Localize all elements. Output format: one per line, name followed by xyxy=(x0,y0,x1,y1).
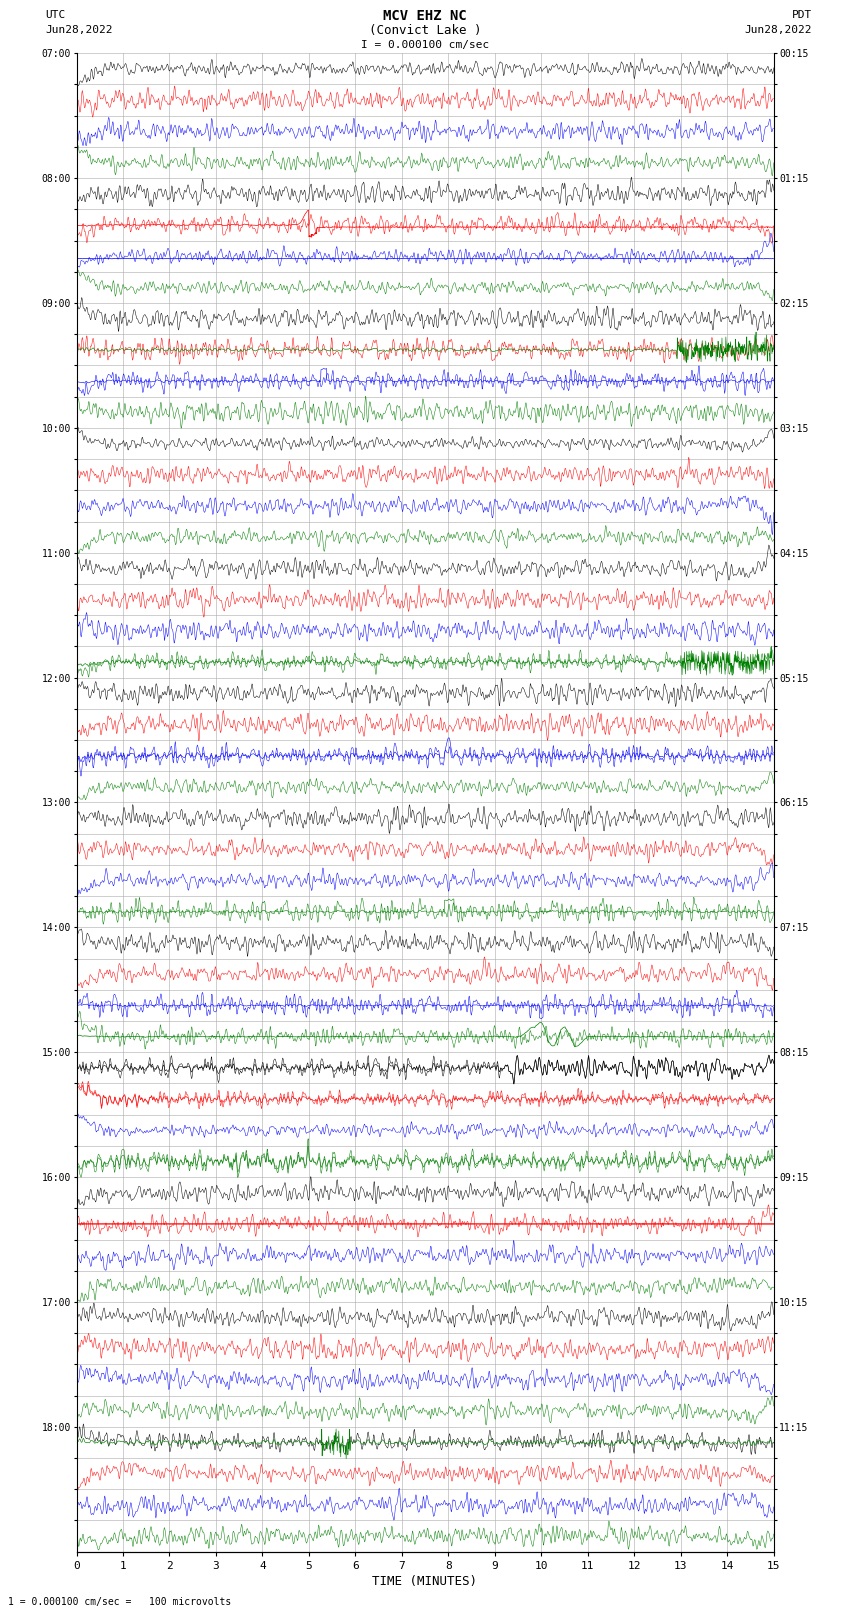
Text: UTC: UTC xyxy=(45,10,65,21)
Text: I = 0.000100 cm/sec: I = 0.000100 cm/sec xyxy=(361,40,489,50)
Text: MCV EHZ NC: MCV EHZ NC xyxy=(383,10,467,23)
Text: (Convict Lake ): (Convict Lake ) xyxy=(369,24,481,37)
Text: Jun28,2022: Jun28,2022 xyxy=(745,26,812,35)
Text: 1 = 0.000100 cm/sec =   100 microvolts: 1 = 0.000100 cm/sec = 100 microvolts xyxy=(8,1597,232,1607)
X-axis label: TIME (MINUTES): TIME (MINUTES) xyxy=(372,1574,478,1587)
Text: PDT: PDT xyxy=(791,10,812,21)
Text: Jun28,2022: Jun28,2022 xyxy=(45,26,113,35)
